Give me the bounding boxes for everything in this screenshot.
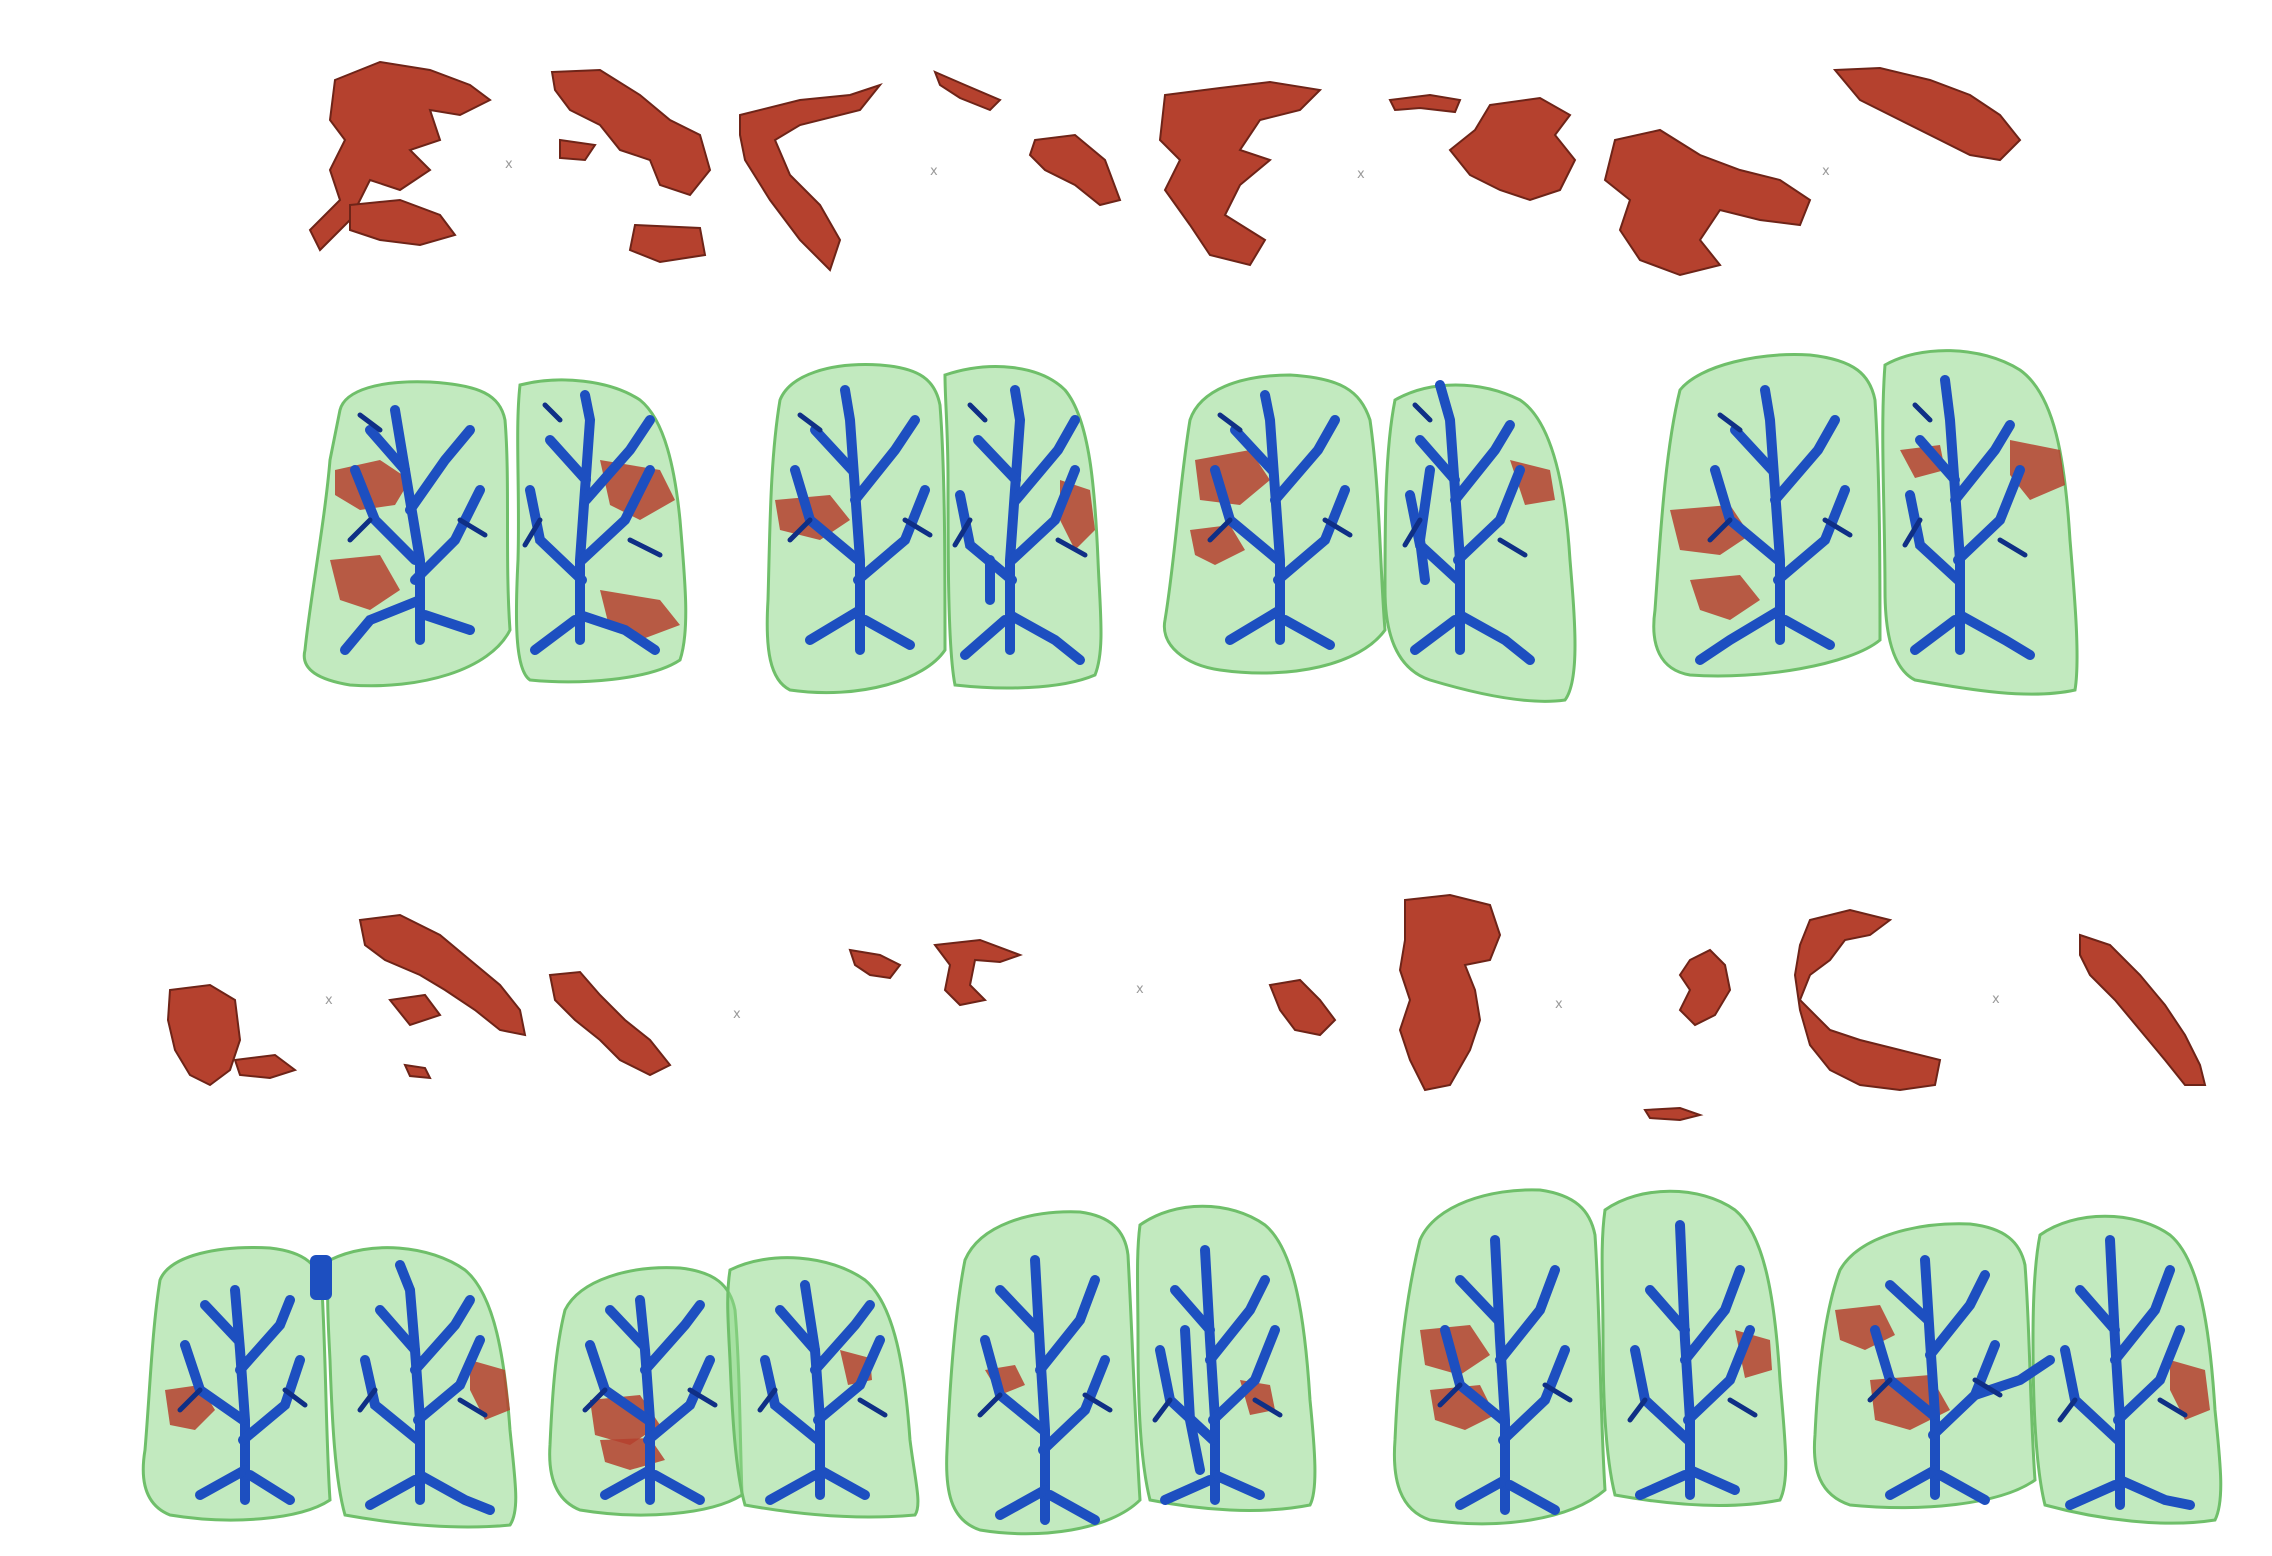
trachea-stub [310, 1255, 332, 1300]
lung-render-9 [1814, 1216, 2220, 1523]
lung-render-1 [304, 380, 686, 686]
lesion-render-4 [935, 72, 1120, 205]
lesion-render-6 [1390, 95, 1575, 200]
marker-2: x [930, 164, 938, 179]
lung-render-4 [1654, 351, 2077, 695]
lung-render-7 [947, 1206, 1315, 1534]
marker-6: x [733, 1007, 741, 1022]
group-2-lung-row [143, 1190, 2221, 1534]
lesion-render-11 [1270, 895, 1500, 1090]
lesion-render-10 [850, 940, 1020, 1005]
lung-render-8 [1394, 1190, 1785, 1524]
lung-render-5 [143, 1247, 516, 1526]
marker-8: x [1555, 997, 1563, 1012]
lesion-render-1 [310, 62, 490, 250]
lesion-render-2 [552, 70, 710, 262]
lung-render-6 [550, 1258, 918, 1517]
marker-5: x [325, 993, 333, 1008]
marker-7: x [1136, 982, 1144, 997]
lesion-render-3 [740, 85, 880, 270]
lesion-render-9 [168, 915, 670, 1085]
lesion-render-7 [1605, 130, 1810, 275]
group-2-lesion-row: x x x x x [168, 895, 2205, 1120]
marker-3: x [1357, 167, 1365, 182]
group-1-lung-row [304, 351, 2077, 702]
marker-4: x [1822, 164, 1830, 179]
lung-render-2 [767, 365, 1101, 693]
lung-render-3 [1164, 375, 1575, 701]
lesion-render-13 [2080, 935, 2205, 1085]
lesion-render-12 [1645, 910, 1940, 1120]
marker-1: x [505, 157, 513, 172]
lesion-render-8 [1835, 68, 2020, 160]
marker-9: x [1992, 992, 2000, 1007]
group-1-lesion-row: x x x x [310, 62, 2020, 275]
lesion-render-5 [1160, 82, 1320, 265]
